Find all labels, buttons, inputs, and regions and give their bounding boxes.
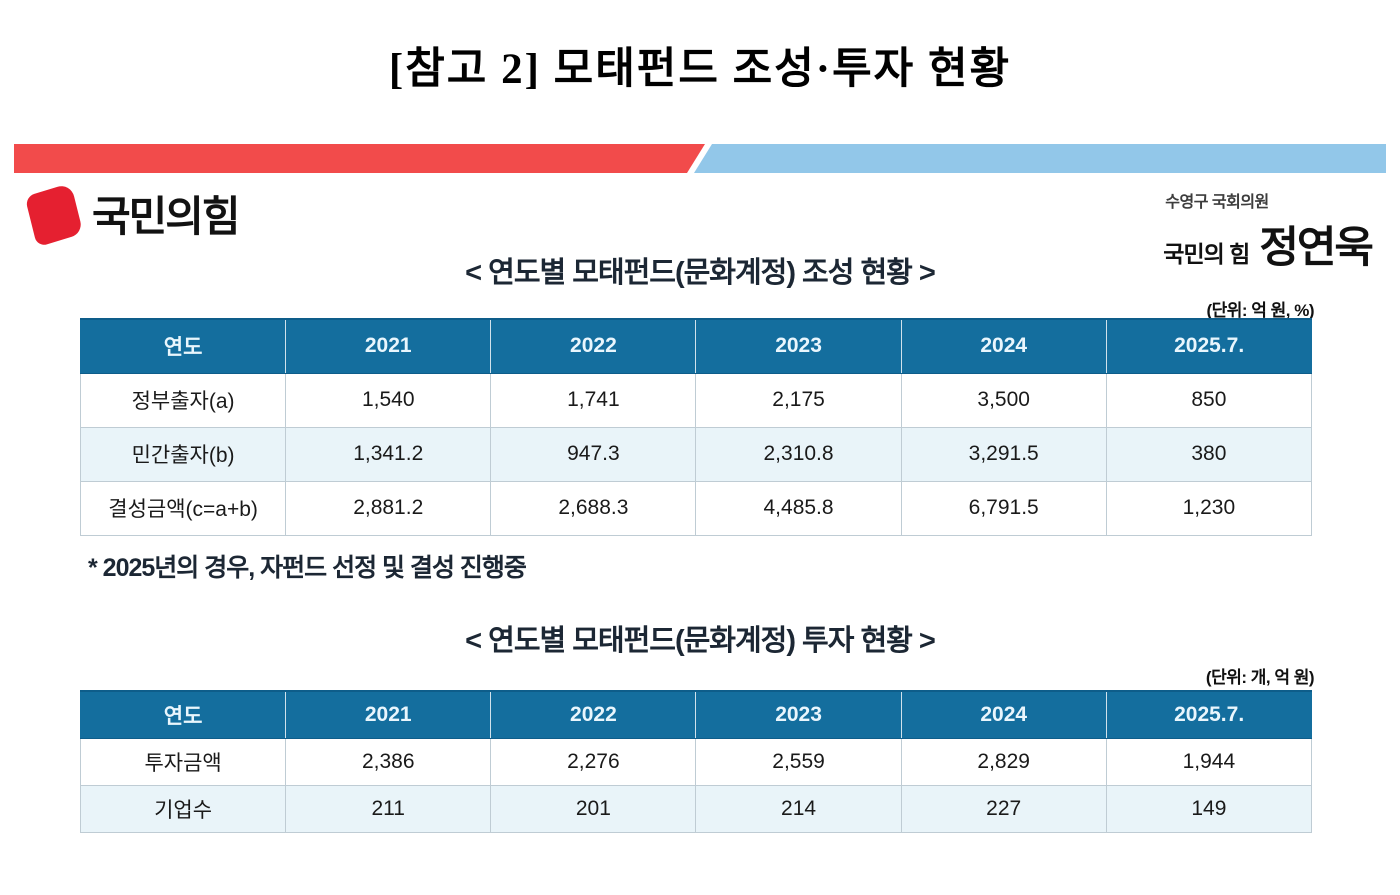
year-header-cell: 2024	[900, 318, 1107, 374]
data-cell: 2,175	[695, 372, 902, 428]
data-cell: 1,230	[1105, 480, 1313, 536]
year-header-cell: 2024	[900, 690, 1107, 739]
row-label-cell: 정부출자(a)	[79, 372, 287, 428]
banner-blue-stripe	[694, 144, 1386, 173]
member-signature: 수영구 국회의원 국민의 힘 정연욱	[1163, 188, 1374, 275]
data-cell: 2,688.3	[490, 480, 697, 536]
data-cell: 227	[900, 784, 1107, 833]
table-row: 투자금액 2,386 2,276 2,559 2,829 1,944	[79, 737, 1313, 786]
table-row: 민간출자(b) 1,341.2 947.3 2,310.8 3,291.5 38…	[79, 426, 1313, 482]
fund-investment-table: 연도 2021 2022 2023 2024 2025.7. 투자금액 2,38…	[79, 690, 1313, 833]
year-header-cell: 연도	[79, 318, 286, 374]
data-cell: 149	[1105, 784, 1313, 833]
data-cell: 211	[285, 784, 492, 833]
year-header-cell: 2025.7.	[1105, 318, 1312, 374]
table-row: 정부출자(a) 1,540 1,741 2,175 3,500 850	[79, 372, 1313, 428]
year-header-cell: 2023	[695, 318, 902, 374]
table-row: 기업수 211 201 214 227 149	[79, 784, 1313, 833]
data-cell: 4,485.8	[695, 480, 902, 536]
data-cell: 850	[1105, 372, 1313, 428]
table1-unit-label: (단위: 억 원, %)	[1206, 301, 1314, 320]
data-cell: 2,386	[285, 737, 492, 786]
party-logo-cube-icon	[24, 182, 84, 247]
data-cell: 3,291.5	[900, 426, 1107, 482]
table2-title: < 연도별 모태펀드(문화계정) 투자 현황 >	[465, 625, 936, 657]
data-cell: 1,944	[1105, 737, 1313, 786]
table-header-row: 연도 2021 2022 2023 2024 2025.7.	[79, 690, 1312, 739]
table-row: 결성금액(c=a+b) 2,881.2 2,688.3 4,485.8 6,79…	[79, 480, 1313, 536]
data-cell: 1,341.2	[285, 426, 492, 482]
year-header-cell: 2022	[490, 690, 696, 739]
member-name: 정연욱	[1259, 224, 1374, 272]
data-cell: 2,881.2	[285, 480, 492, 536]
page-title: [참고 2] 모태펀드 조성·투자 현황	[388, 46, 1012, 93]
table-header-row: 연도 2021 2022 2023 2024 2025.7.	[79, 318, 1312, 374]
data-cell: 2,276	[490, 737, 697, 786]
member-party-label: 국민의 힘	[1163, 241, 1250, 267]
data-cell: 201	[490, 784, 697, 833]
year-header-cell: 2025.7.	[1105, 690, 1312, 739]
year-header-cell: 2021	[285, 690, 491, 739]
member-name-line: 국민의 힘 정연욱	[1163, 213, 1374, 275]
data-cell: 6,791.5	[900, 480, 1107, 536]
member-district: 수영구 국회의원	[1165, 194, 1269, 211]
table1-title: < 연도별 모태펀드(문화계정) 조성 현황 >	[465, 257, 936, 289]
data-cell: 2,559	[695, 737, 902, 786]
party-name: 국민의힘	[92, 193, 241, 240]
row-label-cell: 기업수	[79, 784, 287, 833]
data-cell: 2,829	[900, 737, 1107, 786]
data-cell: 380	[1105, 426, 1313, 482]
table2-unit-label: (단위: 개, 억 원)	[1205, 668, 1315, 687]
fund-formation-table: 연도 2021 2022 2023 2024 2025.7. 정부출자(a) 1…	[79, 318, 1313, 536]
year-header-cell: 2021	[285, 318, 491, 374]
data-cell: 214	[695, 784, 902, 833]
data-cell: 1,540	[285, 372, 492, 428]
row-label-cell: 투자금액	[79, 737, 287, 786]
party-logo: 국민의힘	[24, 182, 241, 247]
row-label-cell: 민간출자(b)	[79, 426, 287, 482]
banner-red-stripe	[14, 144, 705, 173]
party-banner	[0, 144, 1400, 173]
data-cell: 2,310.8	[695, 426, 902, 482]
year-header-cell: 연도	[79, 690, 286, 739]
data-cell: 1,741	[490, 372, 697, 428]
table1-footnote: * 2025년의 경우, 자펀드 선정 및 결성 진행중	[88, 554, 527, 582]
row-label-cell: 결성금액(c=a+b)	[79, 480, 287, 536]
data-cell: 3,500	[900, 372, 1107, 428]
year-header-cell: 2023	[695, 690, 902, 739]
data-cell: 947.3	[490, 426, 697, 482]
year-header-cell: 2022	[490, 318, 696, 374]
